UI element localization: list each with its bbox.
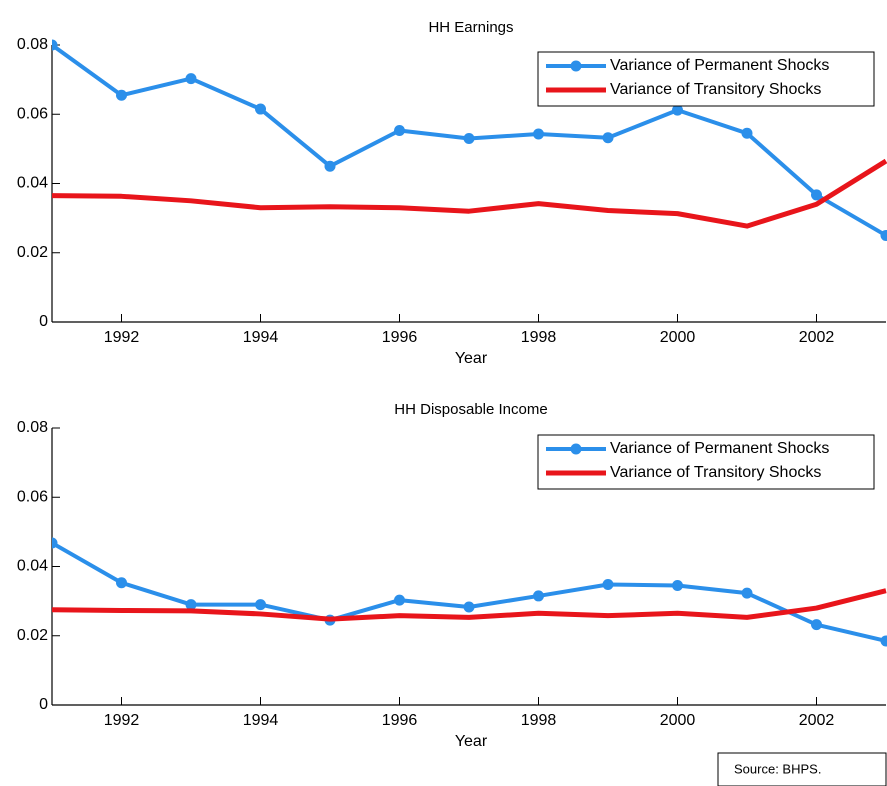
data-point <box>463 132 475 144</box>
y-tick-label: 0.06 <box>17 105 48 122</box>
data-point <box>741 127 753 139</box>
x-tick-label: 1996 <box>382 329 418 346</box>
data-point <box>116 577 127 589</box>
x-tick-label: 1998 <box>521 329 557 346</box>
x-axis-label: Year <box>455 733 488 750</box>
data-point <box>185 73 197 85</box>
legend-label: Variance of Permanent Shocks <box>610 440 829 457</box>
legend-label: Variance of Transitory Shocks <box>610 464 821 481</box>
data-point <box>52 39 58 51</box>
y-tick-label: 0 <box>39 313 48 330</box>
data-point <box>602 579 614 591</box>
data-point <box>185 599 197 611</box>
y-tick-label: 0.06 <box>17 488 48 505</box>
data-point <box>52 537 58 549</box>
data-point <box>602 132 614 144</box>
x-axis-label: Year <box>455 350 488 367</box>
data-point <box>741 587 753 599</box>
data-point <box>811 189 822 201</box>
data-point <box>533 128 544 140</box>
y-tick-label: 0.02 <box>17 244 48 261</box>
data-point <box>533 590 544 602</box>
data-point <box>880 229 887 241</box>
chart-title: HH Disposable Income <box>394 401 547 418</box>
x-tick-label: 1996 <box>382 712 418 729</box>
x-tick-label: 1998 <box>521 712 557 729</box>
x-tick-label: 2002 <box>799 712 835 729</box>
data-point <box>672 580 683 592</box>
y-tick-label: 0.08 <box>17 36 48 53</box>
x-tick-label: 1994 <box>243 329 279 346</box>
x-tick-label: 1992 <box>104 329 140 346</box>
y-tick-label: 0 <box>39 696 48 713</box>
x-tick-label: 2000 <box>660 712 696 729</box>
y-tick-label: 0.04 <box>17 175 48 192</box>
legend-box <box>537 51 875 107</box>
legend-box <box>537 434 875 490</box>
legend-label: Variance of Transitory Shocks <box>610 81 821 98</box>
legend-marker <box>570 60 582 72</box>
data-point <box>394 594 405 606</box>
series-line <box>52 158 887 229</box>
data-point <box>394 125 405 137</box>
x-tick-label: 1994 <box>243 712 279 729</box>
legend-marker <box>570 443 582 455</box>
series-line <box>52 588 887 622</box>
x-tick-label: 2002 <box>799 329 835 346</box>
x-tick-label: 2000 <box>660 329 696 346</box>
data-point <box>255 103 266 115</box>
data-point <box>811 619 822 631</box>
chart-title: HH Earnings <box>428 19 513 36</box>
y-tick-label: 0.08 <box>17 419 48 436</box>
y-tick-label: 0.02 <box>17 627 48 644</box>
legend-label: Variance of Permanent Shocks <box>610 57 829 74</box>
x-tick-label: 1992 <box>104 712 140 729</box>
source-box <box>717 752 887 786</box>
data-point <box>255 599 266 611</box>
data-point <box>116 89 127 101</box>
data-point <box>672 104 683 116</box>
data-point <box>463 601 475 613</box>
source-note: Source: BHPS. <box>734 761 821 776</box>
y-tick-label: 0.04 <box>17 558 48 575</box>
data-point <box>880 635 887 647</box>
data-point <box>324 160 336 172</box>
series-line <box>52 541 887 643</box>
